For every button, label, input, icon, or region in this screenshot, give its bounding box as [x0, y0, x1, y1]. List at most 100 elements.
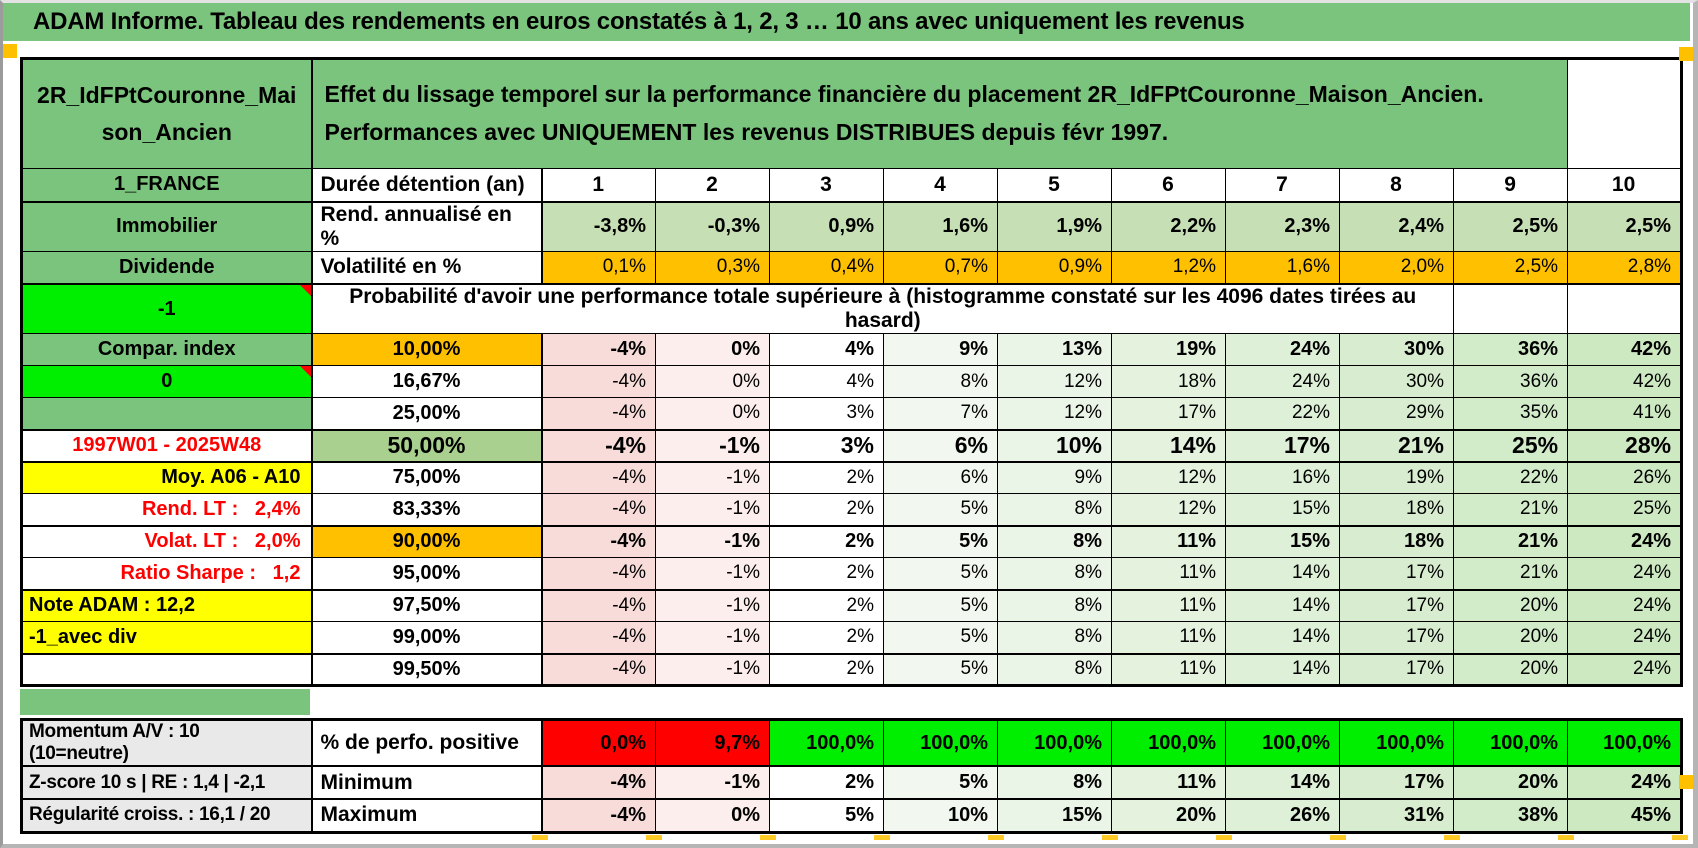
data-cell[interactable]: 42%: [1567, 333, 1683, 366]
data-cell[interactable]: 45%: [1567, 798, 1682, 833]
metric-cell[interactable]: Minimum: [311, 765, 543, 800]
row-label[interactable]: Moy. A06 - A10: [21, 461, 313, 494]
data-cell[interactable]: 11%: [1111, 765, 1226, 800]
data-cell[interactable]: 2%: [769, 524, 884, 558]
data-cell[interactable]: 15%: [997, 798, 1112, 833]
data-cell[interactable]: 20%: [1453, 765, 1568, 800]
empty-cell[interactable]: [1452, 283, 1569, 334]
data-cell[interactable]: 0%: [655, 365, 770, 398]
data-cell[interactable]: 20%: [1452, 588, 1569, 622]
data-cell[interactable]: 17%: [1339, 557, 1454, 590]
data-cell[interactable]: 3%: [769, 397, 884, 430]
data-cell[interactable]: 0,9%: [997, 250, 1112, 285]
data-cell[interactable]: 14%: [1225, 652, 1340, 686]
data-cell[interactable]: -4%: [541, 461, 656, 494]
data-cell[interactable]: 2,5%: [1452, 250, 1569, 285]
sheet-title[interactable]: ADAM Informe. Tableau des rendements en …: [3, 3, 1690, 41]
threshold-cell[interactable]: 83,33%: [311, 493, 543, 526]
data-cell[interactable]: 12%: [1111, 461, 1226, 494]
data-cell[interactable]: 24%: [1567, 557, 1683, 590]
data-cell[interactable]: 4%: [769, 333, 884, 366]
data-cell[interactable]: 2%: [769, 461, 884, 494]
row-label-country[interactable]: 1_FRANCE: [21, 168, 313, 203]
data-cell[interactable]: 2,2%: [1111, 201, 1226, 252]
data-cell[interactable]: 18%: [1339, 524, 1454, 558]
data-cell[interactable]: 11%: [1111, 621, 1226, 654]
probability-title-cell[interactable]: Probabilité d'avoir une performance tota…: [311, 283, 1454, 334]
data-cell[interactable]: 9,7%: [655, 718, 770, 767]
data-cell[interactable]: -0,3%: [655, 201, 770, 252]
data-cell[interactable]: 8%: [997, 621, 1112, 654]
row-label[interactable]: [21, 397, 313, 430]
row-label[interactable]: -1_avec div: [21, 621, 313, 654]
data-cell[interactable]: 21%: [1452, 524, 1569, 558]
data-cell[interactable]: 5%: [883, 493, 998, 526]
data-cell[interactable]: 3%: [769, 428, 884, 463]
data-cell[interactable]: 24%: [1567, 524, 1683, 558]
data-cell[interactable]: 10%: [883, 798, 998, 833]
data-cell[interactable]: 5%: [883, 652, 998, 686]
data-cell[interactable]: 5%: [883, 621, 998, 654]
data-cell[interactable]: 0,1%: [541, 250, 656, 285]
data-cell[interactable]: 6: [1111, 168, 1226, 203]
threshold-cell[interactable]: 25,00%: [311, 397, 543, 430]
data-cell[interactable]: 2: [655, 168, 770, 203]
data-cell[interactable]: 0,7%: [883, 250, 998, 285]
row-label[interactable]: Compar. index: [21, 333, 313, 366]
data-cell[interactable]: 8: [1339, 168, 1454, 203]
data-cell[interactable]: 21%: [1339, 428, 1454, 463]
data-cell[interactable]: 11%: [1111, 652, 1226, 686]
data-cell[interactable]: 20%: [1452, 621, 1569, 654]
data-cell[interactable]: 19%: [1339, 461, 1454, 494]
data-cell[interactable]: 9%: [883, 333, 998, 366]
row-label[interactable]: Momentum A/V : 10 (10=neutre): [21, 718, 313, 767]
data-cell[interactable]: 24%: [1567, 765, 1682, 800]
data-cell[interactable]: -1%: [655, 461, 770, 494]
data-cell[interactable]: 8%: [883, 365, 998, 398]
metric-cell[interactable]: Maximum: [311, 798, 543, 833]
threshold-cell[interactable]: 97,50%: [311, 588, 543, 622]
data-cell[interactable]: 2,3%: [1225, 201, 1340, 252]
data-cell[interactable]: 8%: [997, 557, 1112, 590]
data-cell[interactable]: 11%: [1111, 557, 1226, 590]
data-cell[interactable]: -1%: [655, 524, 770, 558]
data-cell[interactable]: 14%: [1111, 428, 1226, 463]
data-cell[interactable]: 18%: [1339, 493, 1454, 526]
data-cell[interactable]: 28%: [1567, 428, 1683, 463]
data-cell[interactable]: 17%: [1339, 765, 1454, 800]
data-cell[interactable]: 31%: [1339, 798, 1454, 833]
data-cell[interactable]: 29%: [1339, 397, 1454, 430]
data-cell[interactable]: 25%: [1567, 493, 1683, 526]
data-cell[interactable]: 0%: [655, 397, 770, 430]
data-cell[interactable]: 9%: [997, 461, 1112, 494]
data-cell[interactable]: 30%: [1339, 333, 1454, 366]
data-cell[interactable]: 20%: [1111, 798, 1226, 833]
data-cell[interactable]: 5: [997, 168, 1112, 203]
data-cell[interactable]: 100,0%: [1225, 718, 1340, 767]
row-label[interactable]: Régularité croiss. : 16,1 / 20: [21, 798, 313, 833]
data-cell[interactable]: 0,0%: [541, 718, 656, 767]
data-cell[interactable]: 100,0%: [997, 718, 1112, 767]
data-cell[interactable]: 2%: [769, 493, 884, 526]
threshold-cell[interactable]: 75,00%: [311, 461, 543, 494]
data-cell[interactable]: 22%: [1452, 461, 1569, 494]
data-cell[interactable]: 30%: [1339, 365, 1454, 398]
data-cell[interactable]: -1%: [655, 652, 770, 686]
data-cell[interactable]: 5%: [883, 524, 998, 558]
data-cell[interactable]: 100,0%: [769, 718, 884, 767]
data-cell[interactable]: -4%: [541, 333, 656, 366]
data-cell[interactable]: 7%: [883, 397, 998, 430]
data-cell[interactable]: -4%: [541, 557, 656, 590]
data-cell[interactable]: 2%: [769, 765, 884, 800]
data-cell[interactable]: -1%: [655, 557, 770, 590]
data-cell[interactable]: 3: [769, 168, 884, 203]
duration-metric-cell[interactable]: Durée détention (an): [311, 168, 543, 203]
data-cell[interactable]: 21%: [1452, 557, 1569, 590]
threshold-cell[interactable]: 16,67%: [311, 365, 543, 398]
data-cell[interactable]: 100,0%: [1111, 718, 1226, 767]
data-cell[interactable]: 9: [1452, 168, 1569, 203]
data-cell[interactable]: 36%: [1452, 365, 1569, 398]
data-cell[interactable]: 36%: [1452, 333, 1569, 366]
data-cell[interactable]: 0,9%: [769, 201, 884, 252]
data-cell[interactable]: 24%: [1225, 365, 1340, 398]
